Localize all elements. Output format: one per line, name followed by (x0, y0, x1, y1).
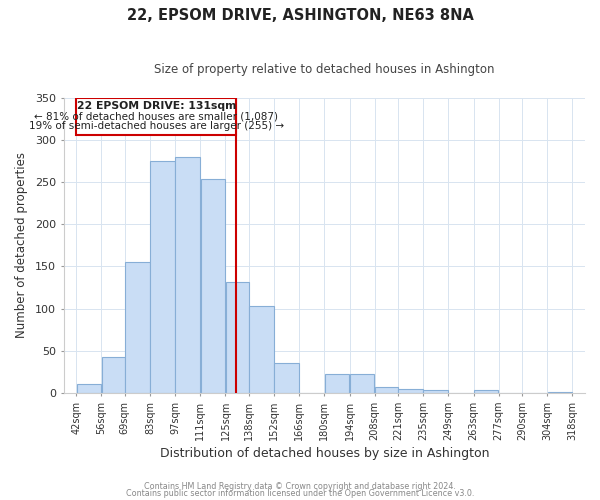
Bar (249, 306, 274, 393)
Text: 19% of semi-detached houses are larger (255) →: 19% of semi-detached houses are larger (… (29, 121, 284, 131)
Bar (474, 390, 499, 393)
Bar (375, 387, 398, 393)
Text: 22, EPSOM DRIVE, ASHINGTON, NE63 8NA: 22, EPSOM DRIVE, ASHINGTON, NE63 8NA (127, 8, 473, 22)
Bar (274, 364, 299, 393)
Bar (226, 282, 248, 393)
Text: ← 81% of detached houses are smaller (1,087): ← 81% of detached houses are smaller (1,… (34, 111, 278, 121)
Bar (77, 384, 101, 393)
Text: 22 EPSOM DRIVE: 131sqm: 22 EPSOM DRIVE: 131sqm (77, 101, 236, 111)
Bar (398, 388, 423, 393)
FancyBboxPatch shape (76, 98, 236, 136)
Bar (424, 390, 448, 393)
Bar (102, 358, 125, 393)
Bar (325, 374, 349, 393)
Title: Size of property relative to detached houses in Ashington: Size of property relative to detached ho… (154, 62, 494, 76)
X-axis label: Distribution of detached houses by size in Ashington: Distribution of detached houses by size … (160, 447, 489, 460)
Bar (548, 392, 572, 393)
Bar (125, 262, 150, 393)
Bar (200, 180, 225, 393)
Text: Contains public sector information licensed under the Open Government Licence v3: Contains public sector information licen… (126, 489, 474, 498)
Bar (350, 374, 374, 393)
Y-axis label: Number of detached properties: Number of detached properties (15, 152, 28, 338)
Text: Contains HM Land Registry data © Crown copyright and database right 2024.: Contains HM Land Registry data © Crown c… (144, 482, 456, 491)
Bar (175, 156, 200, 393)
Bar (150, 161, 175, 393)
